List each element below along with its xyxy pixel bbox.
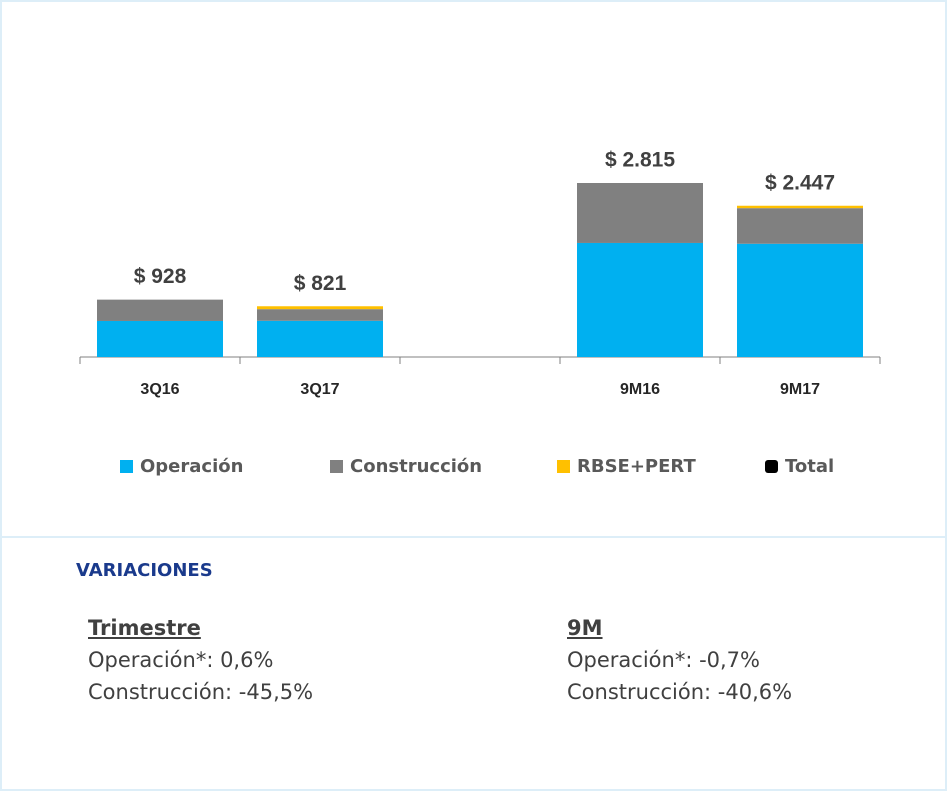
legend-swatch (120, 460, 133, 473)
bar-segment (257, 320, 383, 357)
legend-swatch (330, 460, 343, 473)
variation-line: Operación*: -0,7% (567, 648, 760, 672)
legend-label: Total (785, 456, 834, 477)
variation-line: Construcción: -45,5% (88, 680, 314, 704)
variation-line: Construcción: -40,6% (567, 680, 793, 704)
x-tick-label: 3Q17 (300, 381, 339, 398)
bar-segment (737, 205, 863, 209)
variations-title: VARIACIONES (76, 560, 213, 581)
bar-segment (257, 306, 383, 310)
legend-label: RBSE+PERT (577, 456, 696, 477)
total-label: $ 2.447 (765, 171, 835, 194)
column-heading: 9M (567, 616, 603, 640)
bar-segment (257, 309, 383, 321)
x-tick-label: 3Q16 (140, 381, 179, 398)
legend-swatch (557, 460, 570, 473)
total-label: $ 821 (294, 272, 347, 295)
x-tick-label: 9M17 (780, 381, 820, 398)
column-heading: Trimestre (88, 616, 201, 640)
x-tick-label: 9M16 (620, 381, 660, 398)
bar-segment (737, 208, 863, 244)
total-label: $ 928 (134, 265, 187, 288)
chart: 3Q16 $ 928 3Q17 $ 821 9M16 $ 2.815 9M17 $ 2.447… (79, 149, 881, 477)
legend-label: Construcción (350, 456, 482, 477)
variation-column: Trimestre Operación*: 0,6% Construcción:… (88, 612, 313, 708)
bar-segment (577, 183, 703, 243)
legend-swatch (765, 460, 778, 473)
legend-label: Operación (140, 456, 243, 477)
chart-frame (0, 0, 947, 538)
bar-segment (97, 299, 223, 321)
bar-segment (737, 243, 863, 357)
variation-line: Operación*: 0,6% (88, 648, 274, 672)
total-label: $ 2.815 (605, 149, 675, 172)
variation-column: 9M Operación*: -0,7% Construcción: -40,6… (567, 612, 792, 708)
bar-segment (577, 242, 703, 357)
bar-segment (97, 320, 223, 357)
